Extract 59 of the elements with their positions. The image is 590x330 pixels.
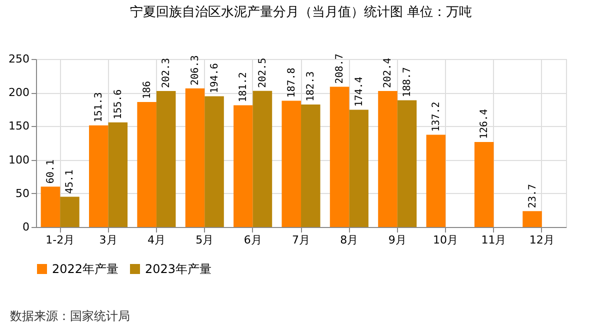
x-tick-label: 8月 — [340, 234, 358, 246]
bar — [330, 86, 350, 227]
data-label: 151.3 — [94, 92, 105, 122]
bar — [522, 211, 542, 227]
bar — [89, 125, 108, 227]
bar — [474, 142, 494, 227]
data-label: 202.5 — [257, 58, 268, 88]
y-tick-label: 100 — [8, 153, 30, 166]
x-tick-label: 9月 — [388, 234, 406, 246]
data-label: 137.2 — [430, 102, 442, 132]
legend-label: 2023年产量 — [145, 262, 212, 276]
legend-label: 2022年产量 — [52, 262, 119, 276]
x-tick-label: 7月 — [292, 234, 310, 246]
data-label: 181.2 — [238, 72, 250, 102]
bar — [185, 88, 205, 227]
bar — [282, 100, 301, 227]
data-label: 60.1 — [45, 160, 56, 184]
y-tick-label: 50 — [16, 186, 30, 200]
x-tick-label: 5月 — [196, 234, 214, 246]
y-tick-label: 150 — [8, 120, 30, 133]
bar — [156, 91, 176, 227]
x-tick-label: 10月 — [433, 234, 458, 246]
x-tick-label: 6月 — [244, 234, 262, 246]
data-label: 174.4 — [354, 76, 365, 107]
bar — [137, 102, 156, 227]
x-tick-label: 1-2月 — [46, 234, 75, 246]
data-label: 202.4 — [382, 58, 394, 88]
x-tick-label: 12月 — [529, 234, 554, 246]
bar — [108, 122, 128, 227]
bar — [378, 90, 398, 227]
bar — [426, 134, 446, 227]
data-label: 155.6 — [112, 89, 124, 120]
bar — [301, 104, 320, 227]
bar — [349, 110, 368, 227]
source-note: 数据来源：国家统计局 — [10, 308, 130, 325]
x-tick-label: 11月 — [481, 234, 506, 246]
data-label: 23.7 — [527, 184, 538, 208]
data-label: 208.7 — [334, 54, 346, 84]
data-label: 126.4 — [479, 108, 490, 140]
y-tick-label: 0 — [22, 220, 30, 234]
y-tick-label: 250 — [8, 52, 30, 66]
bar — [397, 100, 417, 227]
data-label: 194.6 — [209, 63, 220, 94]
bar — [252, 90, 272, 227]
y-tick-label: 200 — [8, 86, 30, 100]
chart-title: 宁夏回族自治区水泥产量分月（当月值）统计图 单位：万吨 — [130, 4, 472, 20]
data-label: 206.3 — [190, 55, 201, 86]
data-label: 182.3 — [306, 71, 317, 102]
bar — [204, 96, 224, 227]
data-label: 45.1 — [64, 170, 76, 194]
x-tick-label: 3月 — [99, 234, 118, 246]
bar — [234, 105, 253, 227]
data-label: 188.7 — [402, 67, 413, 98]
bar — [60, 196, 80, 227]
data-label: 202.3 — [161, 58, 172, 88]
bar — [40, 186, 60, 227]
data-label: 186 — [142, 80, 153, 100]
x-tick-label: 4月 — [147, 234, 166, 246]
data-label: 187.8 — [286, 68, 298, 98]
